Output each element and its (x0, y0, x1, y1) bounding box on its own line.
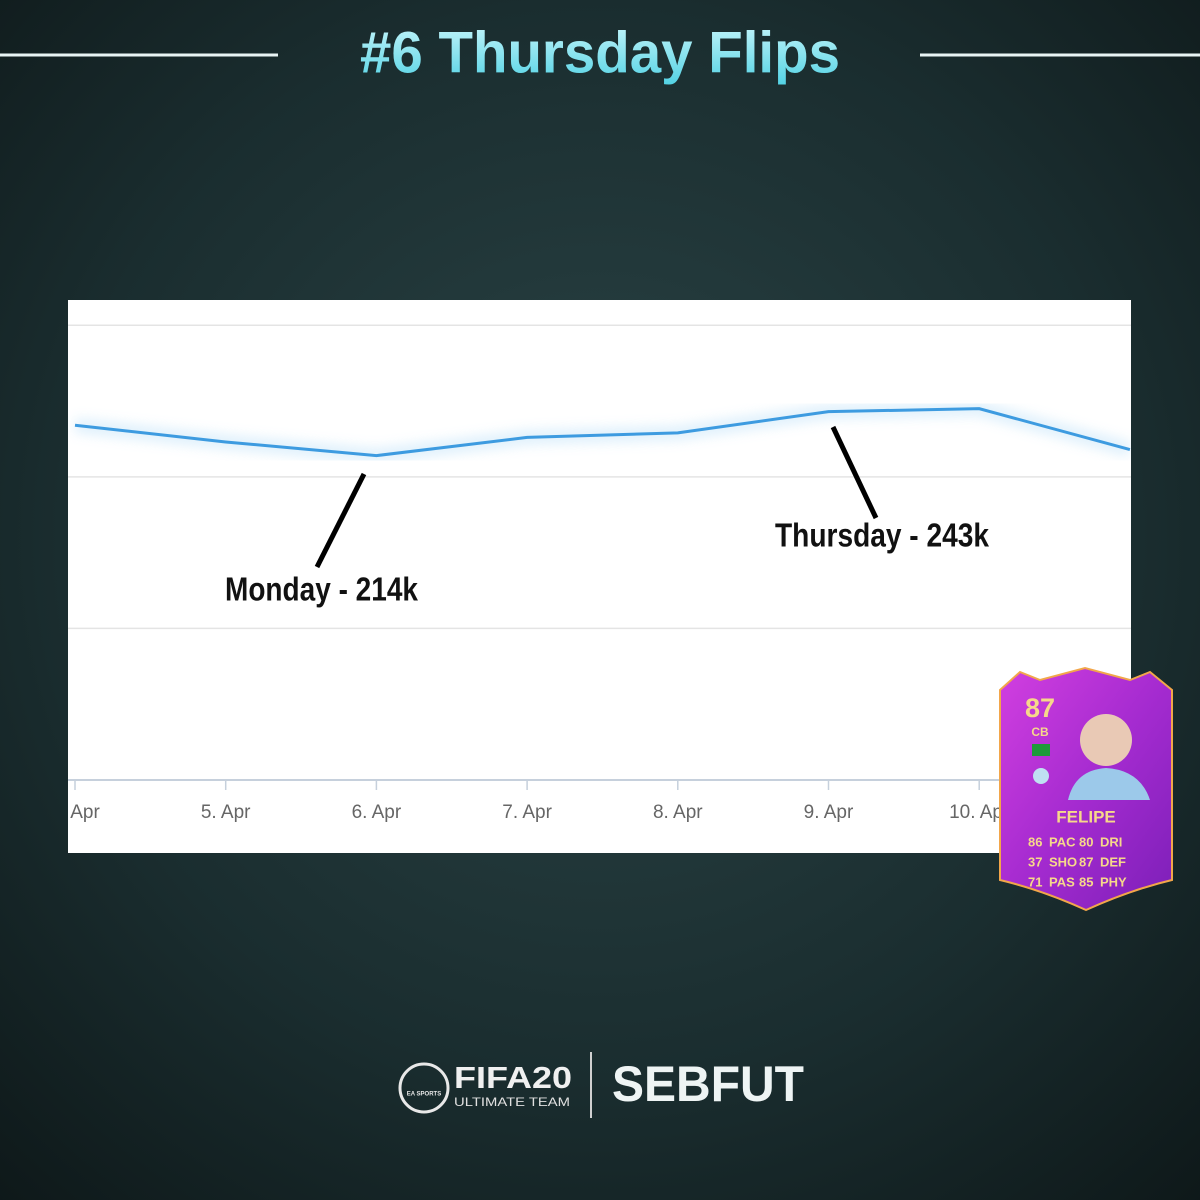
annotation-pointer (314, 472, 367, 569)
annotation: Thursday - 243k (775, 517, 990, 554)
player-shirt (1068, 768, 1150, 800)
stat-value: 80 (1079, 834, 1093, 849)
x-tick-label: 4. Apr (50, 802, 100, 823)
chart: 4. Apr 5. Apr 6. Apr 7. Apr 8. Apr 9. Apr 10. … (50, 324, 1131, 823)
x-tick-label: 5. Apr (201, 802, 251, 823)
card-text: 87 CB FELIPE 86 PAC 37 SHO 71 PAS 80 DRI 87 DEF 85… (1025, 693, 1127, 889)
stat-label: PAC (1049, 834, 1076, 849)
stat-value: 85 (1079, 874, 1093, 889)
club-badge (1033, 768, 1049, 784)
chart-panel (68, 300, 1131, 853)
publisher: EA SPORTS (407, 1092, 441, 1098)
stat-label: DRI (1100, 834, 1122, 849)
chart-title: #6 Thursday Flips (360, 20, 840, 85)
x-tick-label: 10. Apr (949, 802, 1010, 823)
card-name: FELIPE (1056, 807, 1116, 826)
stat-label: PAS (1049, 874, 1075, 889)
stat-label: PHY (1100, 874, 1127, 889)
stat-label: DEF (1100, 854, 1126, 869)
annotations: Monday - 214k Thursday - 243k (225, 425, 990, 608)
ea-logo (398, 1062, 450, 1114)
stat-value: 86 (1028, 834, 1042, 849)
footer: EA SPORTS FIFA20 ULTIMATE TEAM SEBFUT (398, 1052, 804, 1118)
x-tick-label: 9. Apr (804, 802, 854, 823)
card-position: CB (1031, 725, 1049, 739)
annotation-pointer (830, 425, 879, 520)
mode: ULTIMATE TEAM (454, 1095, 570, 1109)
x-tick-label: 6. Apr (352, 802, 402, 823)
annotation: Monday - 214k (225, 571, 419, 608)
player-head (1080, 714, 1132, 766)
brand: SEBFUT (612, 1056, 804, 1112)
x-tick-label: 7. Apr (502, 802, 552, 823)
stat-value: 71 (1028, 874, 1042, 889)
player-card (999, 666, 1173, 912)
stat-label: SHO (1049, 854, 1077, 869)
stat-value: 37 (1028, 854, 1042, 869)
card-rating: 87 (1025, 693, 1055, 723)
series-line (74, 407, 1131, 458)
stat-value: 87 (1079, 854, 1093, 869)
game-logo: FIFA20 (454, 1060, 572, 1095)
flag (1032, 744, 1050, 756)
x-tick-label: 8. Apr (653, 802, 703, 823)
